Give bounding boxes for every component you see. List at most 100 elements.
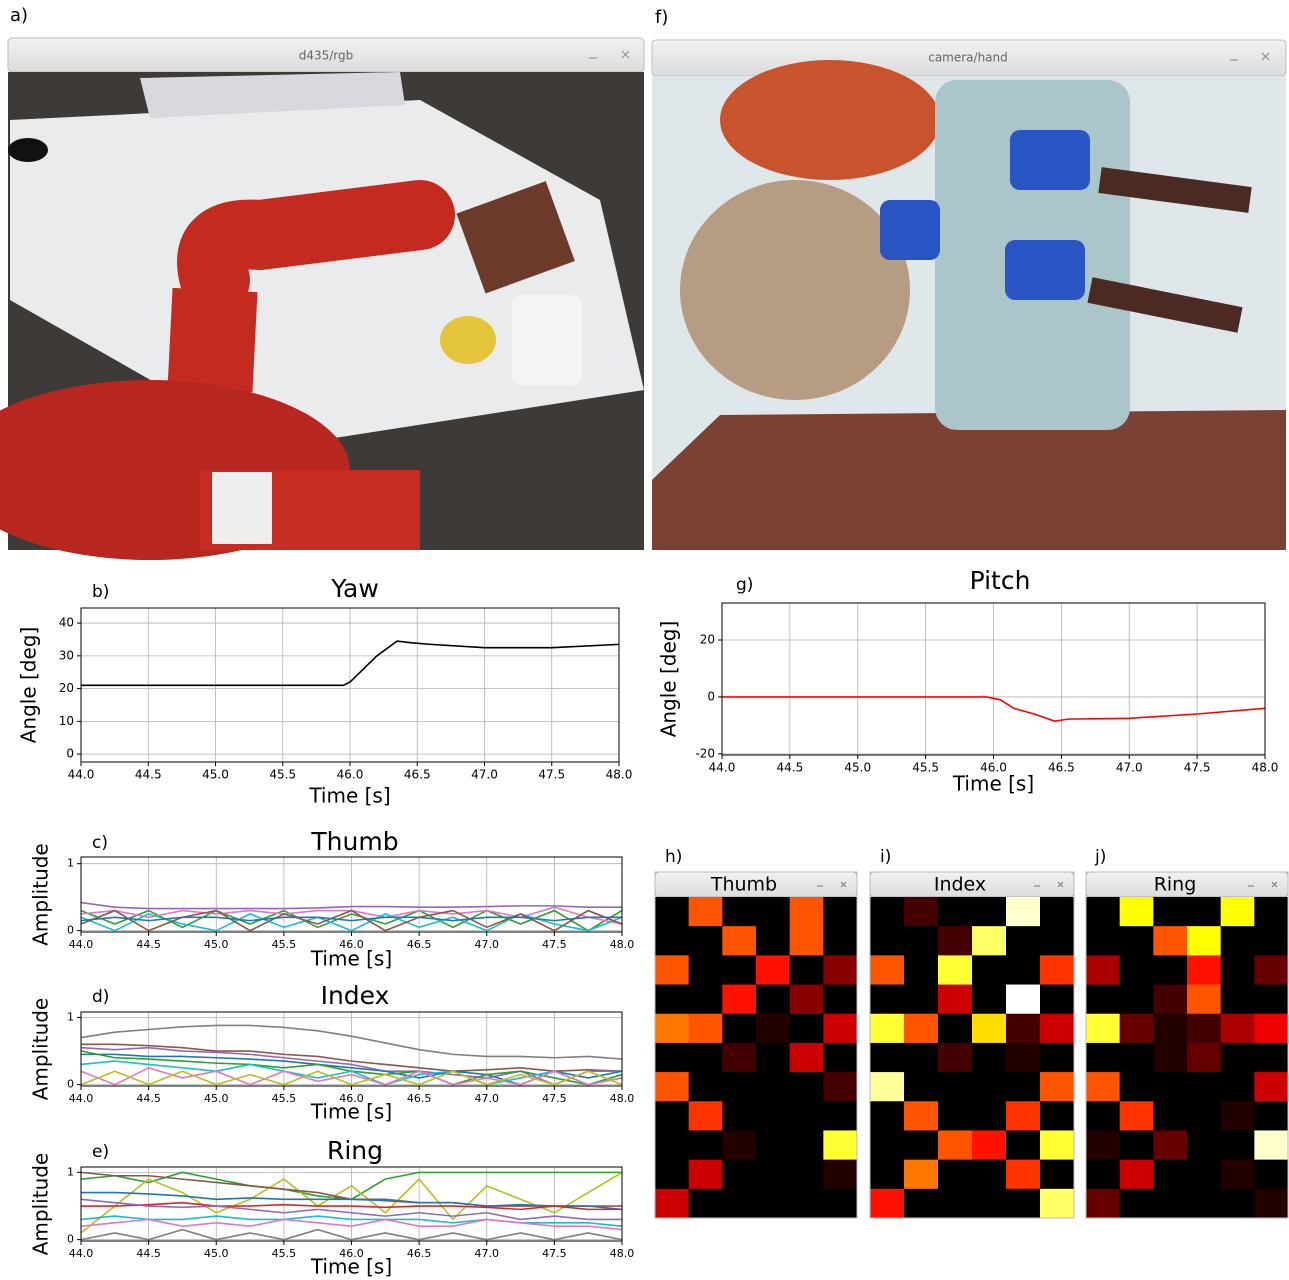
heatmap-cell <box>1221 1072 1255 1102</box>
heatmap-cell <box>1086 1014 1120 1044</box>
heatmap-cell <box>689 926 723 956</box>
heatmap-cell <box>1187 1189 1221 1219</box>
heatmap-cell <box>1187 1072 1221 1102</box>
heatmap-cell <box>655 897 689 927</box>
chart-title: Thumb <box>310 827 398 856</box>
toy <box>440 316 496 364</box>
heatmap-cell <box>655 1072 689 1102</box>
heatmap-cell <box>972 1072 1007 1102</box>
panel-label: d) <box>92 987 109 1007</box>
heatmap-cell <box>870 1043 905 1073</box>
heatmap-cell <box>1153 1130 1187 1160</box>
x-tick-label: 48.0 <box>606 768 633 782</box>
x-tick-label: 48.0 <box>610 1092 635 1105</box>
x-tick-label: 44.0 <box>68 768 95 782</box>
heatmap-cell <box>938 985 973 1015</box>
heatmap-cell <box>938 1189 973 1219</box>
heatmap-cell <box>790 1072 824 1102</box>
heatmap-cell <box>655 1043 689 1073</box>
heatmap-cell <box>655 1160 689 1190</box>
panel-label: b) <box>92 582 109 602</box>
heatmap-cell <box>1254 1043 1288 1073</box>
heatmap-cell <box>938 1014 973 1044</box>
heatmap-cell <box>722 1072 756 1102</box>
heatmap-cell <box>1040 897 1075 927</box>
y-tick-label: 40 <box>59 616 74 630</box>
heatmap-cell <box>689 1101 723 1131</box>
heatmap-cell <box>904 1014 939 1044</box>
heatmap-cell <box>972 955 1007 985</box>
heatmap-cell <box>655 985 689 1015</box>
heatmap-cell <box>1120 955 1154 985</box>
heatmap-cell <box>790 1014 824 1044</box>
heatmap-cell <box>972 1101 1007 1131</box>
robot-arm <box>210 290 215 390</box>
object <box>8 138 48 162</box>
finger <box>1010 130 1090 190</box>
heatmap-cell <box>689 1043 723 1073</box>
x-tick-label: 45.0 <box>202 768 229 782</box>
panel-label: g) <box>736 575 753 595</box>
heatmap-cell <box>1254 1014 1288 1044</box>
heatmap-cell <box>1187 1014 1221 1044</box>
heatmap-cell <box>1120 1160 1154 1190</box>
y-axis-label: Angle [deg] <box>657 621 681 738</box>
heatmap-cell <box>790 1130 824 1160</box>
heatmap-cell <box>1006 1101 1041 1131</box>
finger <box>1005 240 1085 300</box>
heatmap-cell <box>1254 897 1288 927</box>
heatmap-cell <box>756 926 790 956</box>
heatmap: Ringj) <box>1086 847 1289 1219</box>
heatmap-cell <box>938 1101 973 1131</box>
heatmap-cell <box>972 897 1007 927</box>
heatmap-cell <box>689 1014 723 1044</box>
heatmap-cell <box>1153 1072 1187 1102</box>
heatmap-cell <box>756 1101 790 1131</box>
heatmap-cell <box>756 1072 790 1102</box>
heatmap-cell <box>823 1043 857 1073</box>
heatmap-cell <box>1153 897 1187 927</box>
panel-label: a) <box>10 5 28 26</box>
heatmap-cell <box>972 1130 1007 1160</box>
heatmap-cell <box>1120 985 1154 1015</box>
heatmap-cell <box>1006 1130 1041 1160</box>
heatmap-cell <box>870 1160 905 1190</box>
x-tick-label: 45.0 <box>204 1247 229 1260</box>
x-tick-label: 45.0 <box>204 1092 229 1105</box>
heatmap-cell <box>904 897 939 927</box>
heatmap-cell <box>1040 926 1075 956</box>
camera-window: d435/rgb <box>0 38 644 560</box>
heatmap-cell <box>790 1189 824 1219</box>
x-axis-label: Time [s] <box>310 1255 392 1279</box>
y-tick-label: 10 <box>59 714 74 728</box>
heatmap-cell <box>938 1043 973 1073</box>
heatmap-cell <box>1254 1072 1288 1102</box>
y-axis-label: Angle [deg] <box>17 627 41 744</box>
heatmap-cell <box>823 897 857 927</box>
y-tick-label: 20 <box>700 633 715 647</box>
heatmap-cell <box>1153 1014 1187 1044</box>
x-tick-label: 48.0 <box>1252 761 1279 775</box>
heatmap-cell <box>689 1072 723 1102</box>
heatmap-cell <box>1221 1160 1255 1190</box>
heatmap-cell <box>722 985 756 1015</box>
line-chart: 44.044.545.045.546.046.547.047.548.001Th… <box>29 827 635 971</box>
heatmap-cell <box>1120 1130 1154 1160</box>
panel-label: e) <box>92 1142 109 1162</box>
x-tick-label: 45.0 <box>844 761 871 775</box>
heatmap-cell <box>790 926 824 956</box>
heatmap-cell <box>938 1072 973 1102</box>
heatmap-cell <box>904 1189 939 1219</box>
x-tick-label: 44.0 <box>69 1247 94 1260</box>
heatmap-cell <box>1187 1101 1221 1131</box>
x-tick-label: 47.0 <box>475 938 500 951</box>
table <box>652 410 1286 550</box>
heatmap-cell <box>756 985 790 1015</box>
heatmap-cell <box>938 897 973 927</box>
heatmap-cell <box>790 1043 824 1073</box>
heatmap-cell <box>904 955 939 985</box>
y-tick-label: 0 <box>66 747 74 761</box>
heatmap-cell <box>1006 985 1041 1015</box>
heatmap-cell <box>1086 1043 1120 1073</box>
heatmap-cell <box>1120 1101 1154 1131</box>
